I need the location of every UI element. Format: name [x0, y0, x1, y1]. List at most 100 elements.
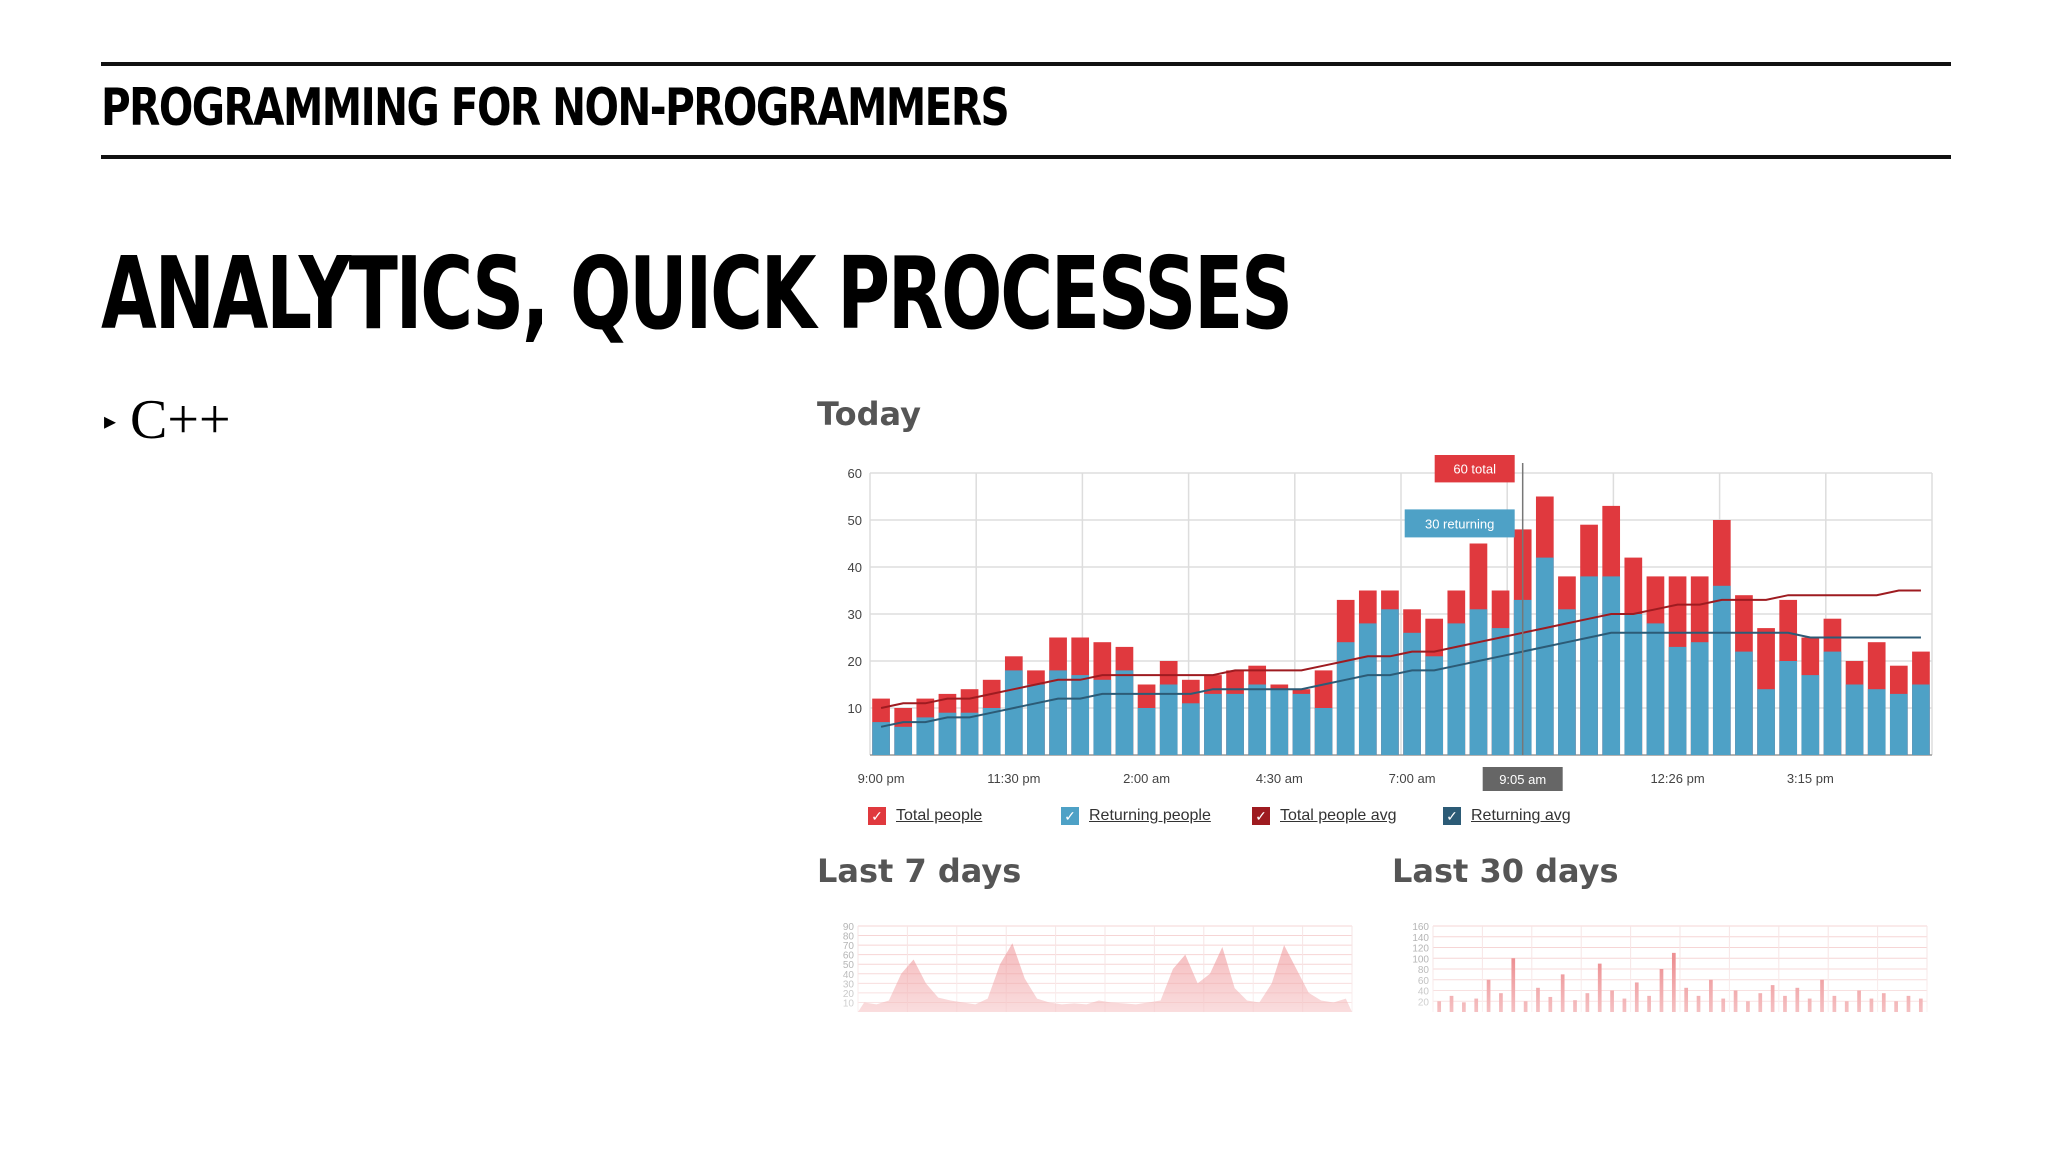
- bullet-item: ▸ C++: [104, 388, 231, 452]
- y-tick-label: 10: [848, 701, 862, 716]
- section-heading-today: Today: [817, 395, 921, 433]
- bar-returning-people: [1801, 675, 1820, 755]
- y-tick-label: 80: [843, 932, 855, 943]
- bar-returning-people: [960, 712, 979, 755]
- checkbox-checked-icon[interactable]: ✓: [1061, 807, 1079, 825]
- x-tick-label: 2:00 am: [1123, 771, 1170, 786]
- bar-returning-people: [916, 717, 935, 755]
- legend-label: Returning avg: [1471, 807, 1571, 825]
- y-tick-label: 40: [848, 560, 862, 575]
- bar-returning-people: [1248, 684, 1267, 755]
- bar-returning-people: [1845, 684, 1864, 755]
- tooltip-time-label: 9:05 am: [1499, 772, 1546, 787]
- x-tick-label: 3:15 pm: [1787, 771, 1834, 786]
- y-tick-label: 30: [848, 607, 862, 622]
- tooltip-returning-label: 30 returning: [1425, 516, 1494, 531]
- bar-returning-people: [1204, 693, 1222, 755]
- bar-returning-people: [1646, 623, 1665, 755]
- tooltip-total-label: 60 total: [1453, 461, 1496, 476]
- section-heading-last-30-days: Last 30 days: [1392, 852, 1619, 890]
- bar-returning-people: [982, 708, 1001, 755]
- bar-returning-people: [872, 722, 890, 755]
- checkbox-checked-icon[interactable]: ✓: [868, 807, 886, 825]
- bar-returning-people: [1381, 609, 1399, 755]
- bar-returning-people: [1690, 642, 1709, 755]
- legend-label: Total people: [896, 807, 983, 825]
- bar-returning-people: [1137, 708, 1156, 755]
- bar-returning-people: [1712, 585, 1731, 755]
- y-tick-label: 50: [848, 513, 862, 528]
- bar-returning-people: [1535, 557, 1554, 755]
- y-tick-label: 90: [843, 922, 855, 933]
- y-tick-label: 160: [1412, 922, 1429, 933]
- bar-returning-people: [1049, 670, 1067, 755]
- slide-title: ANALYTICS, QUICK PROCESSES: [101, 235, 1293, 352]
- bar-returning-people: [894, 726, 913, 755]
- bar-returning-people: [1226, 693, 1244, 755]
- bar-returning-people: [1403, 632, 1421, 755]
- legend-returning-avg[interactable]: ✓ Returning avg: [1443, 807, 1571, 825]
- tooltip-total-box: [1434, 455, 1515, 483]
- legend-returning-people[interactable]: ✓ Returning people: [1061, 807, 1211, 825]
- y-tick-label: 100: [1412, 954, 1429, 965]
- bullet-label: C++: [130, 389, 231, 451]
- bar-returning-people: [1757, 689, 1775, 755]
- bullet-marker-icon: ▸: [104, 408, 117, 435]
- bar-returning-people: [1602, 576, 1621, 755]
- bar-returning-people: [1336, 642, 1355, 755]
- course-title: PROGRAMMING FOR NON-PROGRAMMERS: [101, 78, 1010, 138]
- chart-today: 10 20 30 40 50 60 9:00 pm 11:30 pm 2:00 am 4:30 a…: [848, 455, 1933, 791]
- bar-returning-people: [1292, 693, 1311, 755]
- bar-returning-people: [1270, 689, 1289, 755]
- bar-returning-people: [1159, 684, 1178, 755]
- bar-returning-people: [1071, 675, 1090, 755]
- bar-returning-people: [1358, 623, 1377, 755]
- legend-label: Returning people: [1089, 807, 1211, 825]
- legend-label: Total people avg: [1280, 807, 1397, 825]
- x-tick-label: 9:00 pm: [858, 771, 905, 786]
- bar-returning-people: [1314, 708, 1333, 755]
- bar-returning-people: [1912, 684, 1930, 755]
- bar-returning-people: [1823, 651, 1842, 755]
- y-tick-label: 120: [1412, 944, 1429, 955]
- header-rule: [101, 155, 1951, 159]
- bar-returning-people: [1181, 703, 1200, 755]
- checkbox-checked-icon[interactable]: ✓: [1252, 807, 1270, 825]
- bar-returning-people: [1115, 670, 1134, 755]
- bar-returning-people: [938, 712, 957, 755]
- bar-returning-people: [1027, 684, 1045, 755]
- x-tick-label: 4:30 am: [1256, 771, 1303, 786]
- bar-returning-people: [1668, 646, 1687, 755]
- top-rule: [101, 62, 1951, 66]
- bar-returning-people: [1491, 628, 1510, 755]
- legend-total-people-avg[interactable]: ✓ Total people avg: [1252, 807, 1397, 825]
- bar-returning-people: [1580, 576, 1598, 755]
- x-tick-label: 11:30 pm: [987, 771, 1040, 786]
- bar-returning-people: [1093, 679, 1112, 755]
- bar-returning-people: [1735, 651, 1753, 755]
- section-heading-last-7-days: Last 7 days: [817, 852, 1022, 890]
- bar-returning-people: [1867, 689, 1886, 755]
- bar-returning-people: [1004, 670, 1023, 755]
- y-tick-label: 60: [843, 951, 855, 962]
- line-returning-avg: [880, 631, 1921, 728]
- y-tick-label: 70: [843, 941, 855, 952]
- bar-returning-people: [1469, 609, 1488, 755]
- bar-returning-people: [1558, 609, 1576, 755]
- y-tick-label: 140: [1412, 933, 1429, 944]
- checkbox-checked-icon[interactable]: ✓: [1443, 807, 1461, 825]
- x-tick-label: 7:00 am: [1389, 771, 1436, 786]
- y-tick-label: 20: [848, 654, 862, 669]
- bar-returning-people: [1624, 614, 1643, 755]
- tooltip-returning-box: [1404, 509, 1515, 538]
- x-tick-label: 12:26 pm: [1650, 771, 1704, 786]
- bar-returning-people: [1425, 656, 1444, 755]
- y-tick-label: 60: [848, 466, 862, 481]
- bar-returning-people: [1447, 623, 1466, 755]
- line-total-people-avg: [880, 589, 1921, 709]
- bottom-fade: [810, 960, 1960, 1080]
- bar-returning-people: [1889, 693, 1908, 755]
- bar-returning-people: [1779, 661, 1798, 755]
- tooltip-time-box: [1482, 767, 1563, 791]
- legend-total-people[interactable]: ✓ Total people: [868, 807, 982, 825]
